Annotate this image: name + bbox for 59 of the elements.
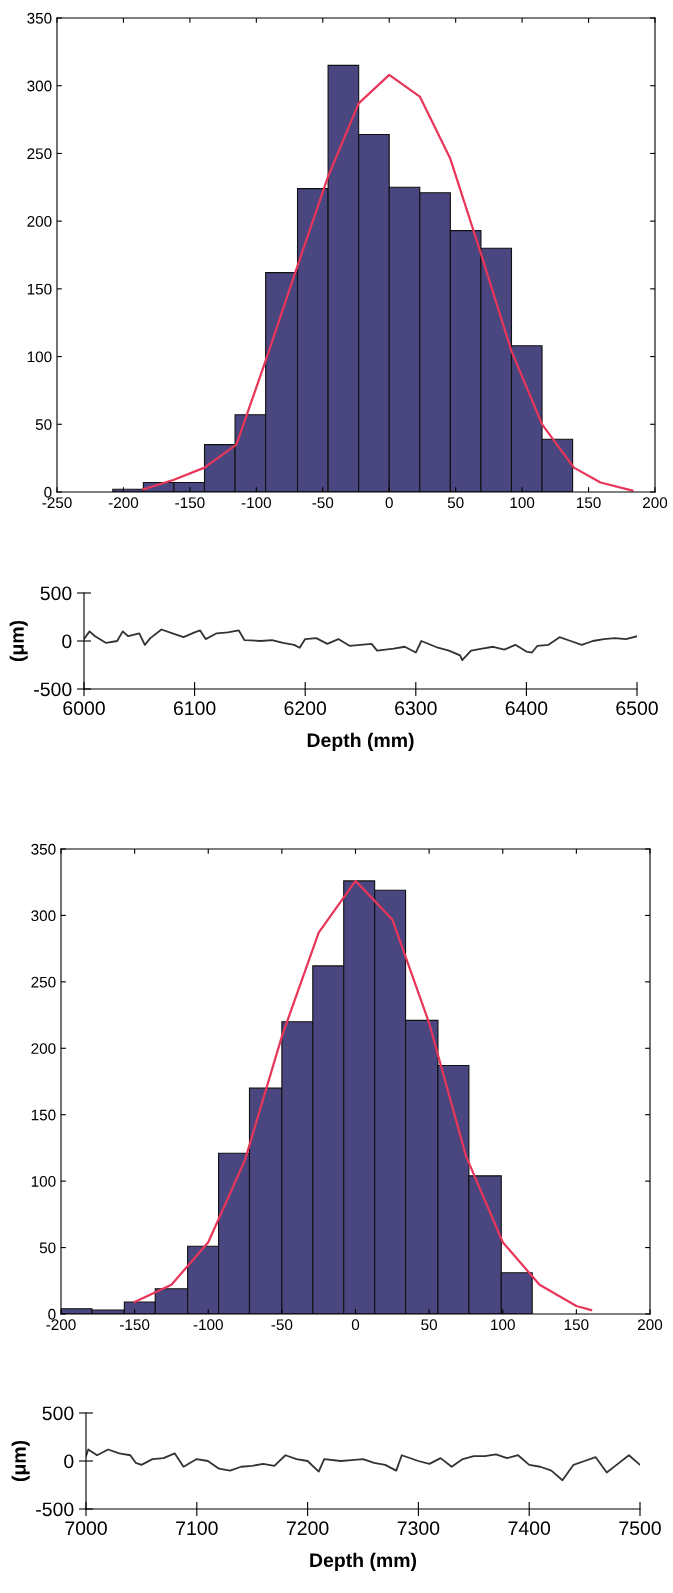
x-tick-label: 7200	[286, 1521, 329, 1536]
x-tick-label: 0	[385, 497, 393, 509]
y-tick-label: 0	[48, 1308, 56, 1320]
x-tick-label: 6400	[505, 701, 548, 716]
y-tick-label: 250	[27, 148, 52, 160]
x-tick-label: 7500	[619, 1521, 661, 1536]
y-tick-label: 200	[27, 216, 52, 227]
x-axis-title: Depth (mm)	[307, 732, 414, 751]
y-tick-label: 300	[31, 910, 56, 922]
x-tick-label: 6000	[63, 701, 105, 716]
y-tick-label: 500	[40, 586, 72, 601]
x-tick-label: 100	[491, 1319, 515, 1331]
x-tick-label: 7300	[397, 1521, 440, 1536]
x-tick-label: 7000	[65, 1521, 107, 1536]
y-tick-label: 500	[42, 1406, 74, 1421]
y-tick-label: 350	[27, 12, 52, 24]
y-tick-label: 0	[44, 486, 52, 498]
x-tick-label: -200	[108, 497, 139, 509]
x-tick-label: 0	[351, 1319, 360, 1331]
y-tick-label: 150	[31, 1109, 56, 1121]
x-tick-label: -100	[193, 1319, 223, 1331]
x-tick-label: 6200	[284, 701, 327, 716]
y-axis-title: (μm)	[11, 1440, 30, 1482]
y-tick-label: 300	[27, 80, 52, 92]
y-tick-label: 100	[31, 1176, 56, 1187]
y-tick-label: 100	[27, 351, 52, 363]
x-tick-label: 100	[510, 497, 535, 509]
x-tick-label: 50	[421, 1319, 438, 1331]
x-tick-label: -250	[42, 497, 72, 509]
x-tick-label: 200	[638, 1319, 663, 1331]
y-tick-label: 0	[62, 634, 72, 649]
y-tick-label: 350	[31, 843, 56, 855]
line-series	[86, 1448, 640, 1482]
y-tick-label: 50	[35, 419, 52, 430]
x-tick-label: 7100	[176, 1521, 218, 1536]
x-tick-label: 150	[576, 497, 601, 509]
y-tick-label: -500	[34, 682, 72, 697]
x-tick-label: -200	[46, 1319, 76, 1331]
y-tick-label: 50	[39, 1242, 56, 1254]
x-tick-label: -150	[120, 1319, 150, 1331]
x-tick-label: 50	[447, 497, 464, 509]
x-tick-label: -100	[241, 497, 272, 509]
line-series	[84, 628, 637, 662]
x-tick-label: 7400	[508, 1521, 551, 1536]
y-axis-title: (μm)	[9, 620, 28, 662]
x-tick-label: -50	[271, 1319, 293, 1331]
x-tick-label: 6500	[616, 701, 658, 716]
y-tick-label: -500	[36, 1502, 74, 1517]
x-tick-label: -150	[175, 497, 205, 509]
x-tick-label: 150	[564, 1319, 589, 1331]
x-tick-label: 6100	[173, 701, 216, 716]
x-tick-label: -50	[312, 497, 334, 509]
y-tick-label: 0	[64, 1454, 74, 1469]
y-tick-label: 250	[31, 976, 56, 988]
y-tick-label: 200	[31, 1043, 56, 1054]
x-axis-title: Depth (mm)	[310, 1552, 417, 1571]
x-tick-label: 200	[643, 497, 668, 509]
y-tick-label: 150	[27, 283, 52, 295]
x-tick-label: 6300	[395, 701, 437, 716]
